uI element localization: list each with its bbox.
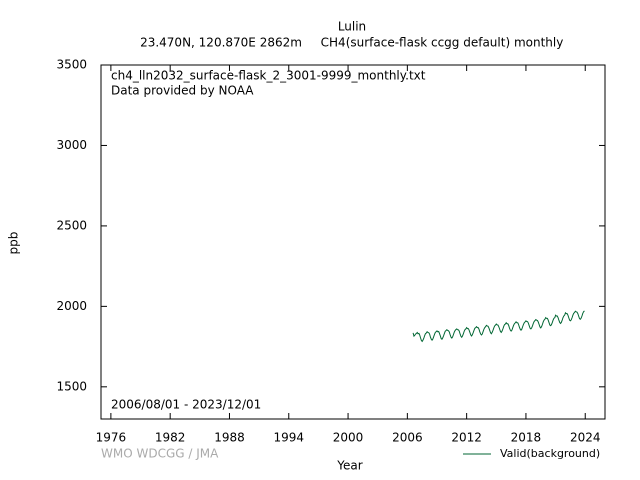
x-tick-label: 2012 (451, 431, 482, 445)
x-tick-label: 1994 (273, 431, 304, 445)
x-axis-label: Year (336, 459, 362, 473)
chart-subtitle: CH4(surface-flask ccgg default) monthly (321, 36, 564, 50)
y-axis-label: ppb (7, 232, 21, 255)
plot-frame (100, 64, 606, 420)
y-tick-label: 2500 (56, 218, 87, 232)
x-tick-label: 1982 (155, 431, 186, 445)
annotation: ch4_lln2032_surface-flask_2_3001-9999_mo… (111, 69, 426, 83)
legend-label: Valid(background) (500, 447, 600, 460)
annotation: 2006/08/01 - 2023/12/01 (111, 398, 261, 412)
credit: WMO WDCGG / JMA (101, 447, 219, 461)
chart-title: Lulin (338, 20, 366, 34)
y-tick-label: 3000 (56, 138, 87, 152)
x-tick-label: 1988 (214, 431, 245, 445)
x-tick-label: 2024 (570, 431, 601, 445)
y-tick-label: 1500 (56, 379, 87, 393)
x-tick-label: 2000 (333, 431, 364, 445)
annotation: Data provided by NOAA (111, 84, 254, 98)
y-tick-label: 2000 (56, 299, 87, 313)
x-tick-label: 1976 (96, 431, 127, 445)
y-tick-label: 3500 (56, 58, 87, 72)
chart-subtitle: 23.470N, 120.870E 2862m (140, 36, 302, 50)
data-line (412, 310, 585, 343)
x-tick-label: 2006 (392, 431, 423, 445)
x-tick-label: 2018 (511, 431, 542, 445)
